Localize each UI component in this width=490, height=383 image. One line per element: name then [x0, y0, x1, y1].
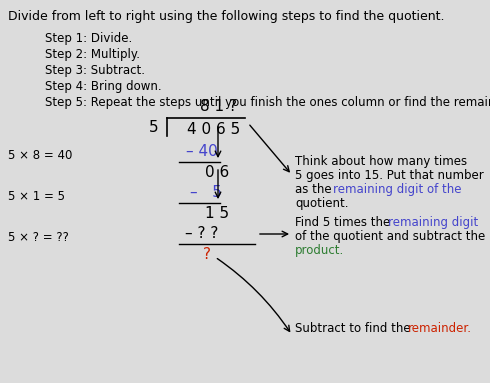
Text: –   5: – 5 [190, 185, 222, 200]
Text: 0 6: 0 6 [205, 165, 229, 180]
Text: Divide from left to right using the following steps to find the quotient.: Divide from left to right using the foll… [8, 10, 444, 23]
Text: Find 5 times the: Find 5 times the [295, 216, 394, 229]
Text: quotient.: quotient. [295, 197, 348, 210]
Text: remaining digit: remaining digit [388, 216, 478, 229]
Text: as the: as the [295, 183, 335, 196]
Text: remaining digit of the: remaining digit of the [333, 183, 462, 196]
Text: 8 1 ?: 8 1 ? [199, 99, 237, 114]
Text: Step 1: Divide.: Step 1: Divide. [45, 32, 132, 45]
Text: Subtract to find the: Subtract to find the [295, 322, 415, 335]
Text: of the quotient and subtract the: of the quotient and subtract the [295, 230, 485, 243]
Text: 4 0 6 5: 4 0 6 5 [187, 122, 241, 137]
Text: 5 × 8 = 40: 5 × 8 = 40 [8, 149, 73, 162]
Text: remainder.: remainder. [408, 322, 472, 335]
Text: Step 2: Multiply.: Step 2: Multiply. [45, 48, 140, 61]
Text: – 40: – 40 [186, 144, 218, 159]
Text: ?: ? [203, 247, 211, 262]
Text: product.: product. [295, 244, 344, 257]
Text: Step 3: Subtract.: Step 3: Subtract. [45, 64, 145, 77]
Text: 1 5: 1 5 [205, 206, 229, 221]
Text: Step 5: Repeat the steps until you finish the ones column or find the remainder.: Step 5: Repeat the steps until you finis… [45, 96, 490, 109]
Text: Think about how many times: Think about how many times [295, 155, 467, 168]
Text: – ? ?: – ? ? [185, 226, 219, 241]
Text: 5 × ? = ??: 5 × ? = ?? [8, 231, 69, 244]
Text: Step 4: Bring down.: Step 4: Bring down. [45, 80, 162, 93]
Text: 5: 5 [148, 120, 158, 135]
Text: 5 × 1 = 5: 5 × 1 = 5 [8, 190, 65, 203]
Text: 5 goes into 15. Put that number: 5 goes into 15. Put that number [295, 169, 484, 182]
